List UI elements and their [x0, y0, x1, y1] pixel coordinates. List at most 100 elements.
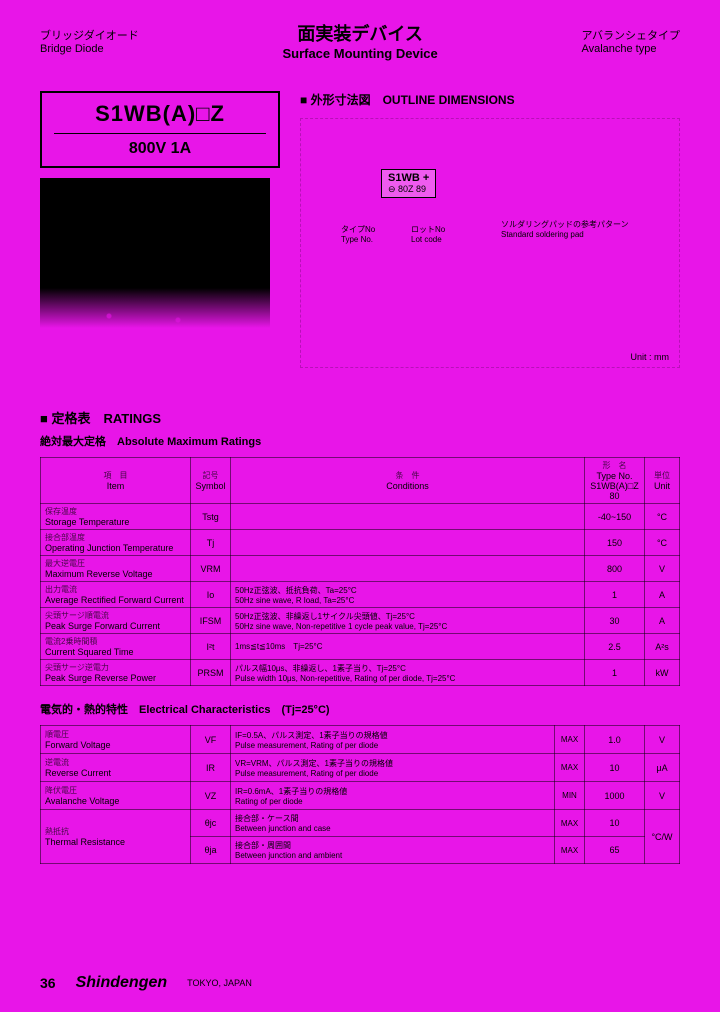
table-row: 尖頭サージ順電流Peak Surge Forward CurrentIFSM50…: [41, 608, 680, 634]
cell-item: 尖頭サージ逆電力Peak Surge Reverse Power: [41, 660, 191, 686]
cell-value: 10: [585, 810, 645, 837]
part-spec: 800V 1A: [54, 133, 266, 158]
cell-limit: MAX: [555, 810, 585, 837]
cell-cond: パルス幅10μs、非繰返し、1素子当り、Tj=25°C Pulse width …: [231, 660, 585, 686]
cell-item: 尖頭サージ順電流Peak Surge Forward Current: [41, 608, 191, 634]
cell-symbol: Tstg: [191, 504, 231, 530]
cell-limit: MAX: [555, 726, 585, 754]
cell-cond: 1ms≦t≦10ms Tj=25°C: [231, 634, 585, 660]
cell-symbol: VF: [191, 726, 231, 754]
cell-symbol: Tj: [191, 530, 231, 556]
cell-value: 1.0: [585, 726, 645, 754]
cell-limit: MAX: [555, 754, 585, 782]
header-center-jp: 面実装デバイス: [282, 20, 437, 46]
cell-symbol: Io: [191, 582, 231, 608]
cell-unit: °C: [645, 530, 680, 556]
page-footer: 36 Shindengen TOKYO, JAPAN: [40, 974, 680, 992]
cell-unit: A: [645, 608, 680, 634]
th-conditions: 条 件 Conditions: [231, 458, 585, 504]
cell-value: 1000: [585, 782, 645, 810]
header-left-en: Bridge Diode: [40, 43, 139, 55]
table-row: 順電圧Forward VoltageVFIF=0.5A、パルス測定、1素子当りの…: [41, 726, 680, 754]
header-right-jp: アバランシェタイプ: [581, 27, 680, 43]
cell-cond: IF=0.5A、パルス測定、1素子当りの規格値 Pulse measuremen…: [231, 726, 555, 754]
cell-unit: μA: [645, 754, 680, 782]
cell-value: -40~150: [585, 504, 645, 530]
outline-title: ■ 外形寸法図 OUTLINE DIMENSIONS: [300, 91, 680, 108]
cell-item: 保存温度Storage Temperature: [41, 504, 191, 530]
th-symbol: 記号 Symbol: [191, 458, 231, 504]
cell-item: 逆電流Reverse Current: [41, 754, 191, 782]
th-type: 形 名 Type No. S1WB(A)□Z 80: [585, 458, 645, 504]
page-number: 36: [40, 975, 56, 991]
chip-line2: ⊖ 80Z 89: [388, 184, 429, 195]
cell-item: 順電圧Forward Voltage: [41, 726, 191, 754]
cell-limit: MIN: [555, 782, 585, 810]
cell-item: 降伏電圧Avalanche Voltage: [41, 782, 191, 810]
cell-cond: [231, 530, 585, 556]
table-header-row: 項 目 Item 記号 Symbol 条 件 Conditions 形 名 Ty…: [41, 458, 680, 504]
product-image: [40, 178, 270, 328]
cell-item: 接合部温度Operating Junction Temperature: [41, 530, 191, 556]
cell-value: 1: [585, 582, 645, 608]
left-panel: S1WB(A)□Z 800V 1A: [40, 91, 280, 368]
table-row: 出力電流Average Rectified Forward CurrentIo5…: [41, 582, 680, 608]
header-right: アバランシェタイプ Avalanche type: [581, 27, 680, 55]
table-row: 熱抵抗Thermal Resistanceθjc接合部・ケース間 Between…: [41, 810, 680, 837]
cell-unit: A²s: [645, 634, 680, 660]
ratings-title: ■ 定格表 RATINGS: [40, 408, 680, 427]
cell-cond: [231, 504, 585, 530]
part-number: S1WB(A)□Z: [54, 101, 266, 127]
elec-table: 順電圧Forward VoltageVFIF=0.5A、パルス測定、1素子当りの…: [40, 725, 680, 864]
cell-item: 出力電流Average Rectified Forward Current: [41, 582, 191, 608]
cell-symbol: I²t: [191, 634, 231, 660]
cell-unit: V: [645, 556, 680, 582]
table-row: 電流2乗時間積Current Squared TimeI²t1ms≦t≦10ms…: [41, 634, 680, 660]
top-section: S1WB(A)□Z 800V 1A ■ 外形寸法図 OUTLINE DIMENS…: [40, 91, 680, 368]
diagram-label-lot: ロットNo Lot code: [411, 224, 445, 244]
cell-value: 150: [585, 530, 645, 556]
cell-value: 65: [585, 837, 645, 864]
outline-diagram: S1WB + ⊖ 80Z 89 タイプNo Type No. ロットNo Lot…: [300, 118, 680, 368]
cell-unit: V: [645, 782, 680, 810]
diagram-unit: Unit : mm: [630, 352, 669, 362]
table-row: 降伏電圧Avalanche VoltageVZIR=0.6mA、1素子当りの規格…: [41, 782, 680, 810]
cell-cond: 接合部・周囲間 Between junction and ambient: [231, 837, 555, 864]
header-center: 面実装デバイス Surface Mounting Device: [282, 20, 437, 61]
table-row: 逆電流Reverse CurrentIRVR=VRM、パルス測定、1素子当りの規…: [41, 754, 680, 782]
cell-unit: °C: [645, 504, 680, 530]
cell-cond: IR=0.6mA、1素子当りの規格値 Rating of per diode: [231, 782, 555, 810]
cell-symbol: IR: [191, 754, 231, 782]
th-item: 項 目 Item: [41, 458, 191, 504]
ratings-table: 項 目 Item 記号 Symbol 条 件 Conditions 形 名 Ty…: [40, 457, 680, 686]
cell-unit: kW: [645, 660, 680, 686]
cell-unit: V: [645, 726, 680, 754]
cell-limit: MAX: [555, 837, 585, 864]
cell-value: 800: [585, 556, 645, 582]
ratings-subtitle: 絶対最大定格 Absolute Maximum Ratings: [40, 433, 680, 449]
cell-unit: °C/W: [645, 810, 680, 864]
cell-value: 10: [585, 754, 645, 782]
diagram-label-type: タイプNo Type No.: [341, 224, 375, 244]
cell-unit: A: [645, 582, 680, 608]
cell-value: 1: [585, 660, 645, 686]
header-left-jp: ブリッジダイオード: [40, 27, 139, 43]
cell-value: 2.5: [585, 634, 645, 660]
brand-logo: Shindengen: [76, 974, 168, 992]
cell-cond: [231, 556, 585, 582]
table-row: 保存温度Storage TemperatureTstg -40~150°C: [41, 504, 680, 530]
cell-item: 熱抵抗Thermal Resistance: [41, 810, 191, 864]
cell-symbol: θja: [191, 837, 231, 864]
cell-cond: 接合部・ケース間 Between junction and case: [231, 810, 555, 837]
diagram-chip: S1WB + ⊖ 80Z 89: [381, 169, 436, 198]
th-unit: 単位 Unit: [645, 458, 680, 504]
cell-cond: 50Hz正弦波、抵抗負荷、Ta=25°C 50Hz sine wave, R l…: [231, 582, 585, 608]
cell-symbol: VRM: [191, 556, 231, 582]
part-box: S1WB(A)□Z 800V 1A: [40, 91, 280, 168]
cell-cond: 50Hz正弦波、非繰返し1サイクル尖頭値、Tj=25°C 50Hz sine w…: [231, 608, 585, 634]
outline-panel: ■ 外形寸法図 OUTLINE DIMENSIONS S1WB + ⊖ 80Z …: [300, 91, 680, 368]
table-row: 最大逆電圧Maximum Reverse VoltageVRM800V: [41, 556, 680, 582]
cell-cond: VR=VRM、パルス測定、1素子当りの規格値 Pulse measurement…: [231, 754, 555, 782]
elec-subtitle: 電気的・熱的特性 Electrical Characteristics (Tj=…: [40, 701, 680, 717]
cell-symbol: θjc: [191, 810, 231, 837]
